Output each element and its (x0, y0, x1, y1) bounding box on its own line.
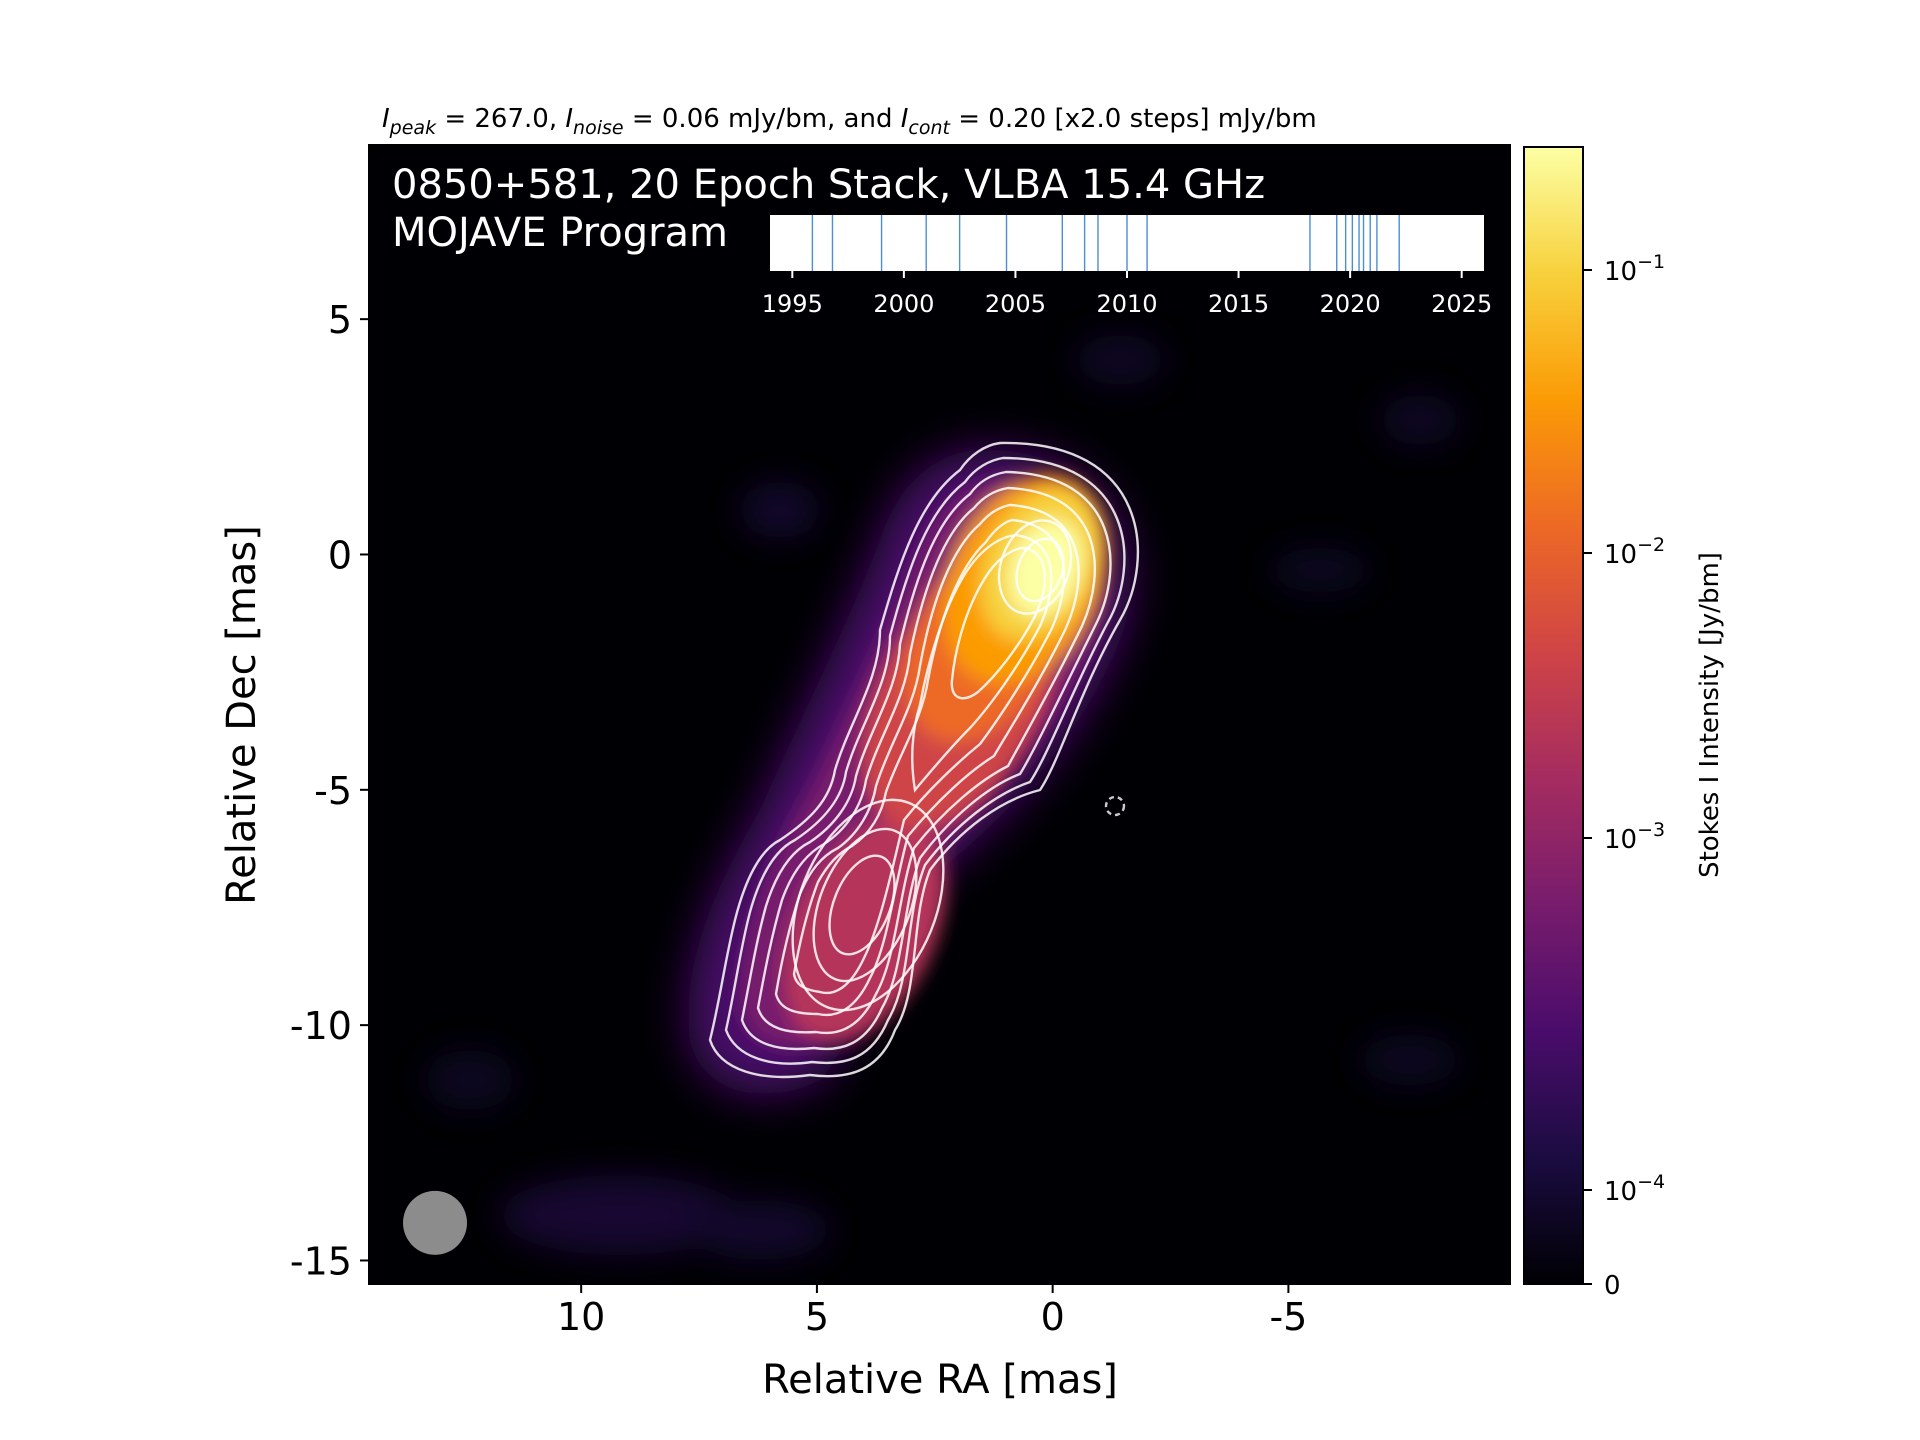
image-panel: 0850+581, 20 Epoch Stack, VLBA 15.4 GHz … (368, 144, 1511, 1285)
timeline-tick-label: 2005 (985, 290, 1046, 318)
y-axis: 5 0 -5 -10 -15 (290, 298, 369, 1283)
contour-level-6 (792, 518, 1066, 995)
contour-knot-3 (828, 854, 896, 956)
contour-level-5 (774, 503, 1080, 1017)
colorbar-tick-label: 10−1 (1604, 251, 1665, 287)
x-tick-label: -5 (1269, 1295, 1307, 1339)
timeline-tick-label: 2020 (1320, 290, 1381, 318)
contour-level-8 (950, 546, 1046, 700)
epoch-timeline: 1995 2000 2005 2010 2015 2020 2025 (762, 215, 1492, 318)
source-title: 0850+581, 20 Epoch Stack, VLBA 15.4 GHz (392, 162, 1265, 208)
colorbar-tick-label: 10−4 (1604, 1171, 1665, 1207)
beam-ellipse (403, 1190, 468, 1255)
contour-level-7 (911, 533, 1053, 793)
contour-level-10 (1015, 537, 1065, 603)
colorbar-gradient (1523, 146, 1584, 1285)
contours (708, 441, 1140, 1079)
x-axis-label: Relative RA [mas] (762, 1357, 1118, 1403)
x-tick-label: 10 (557, 1295, 605, 1339)
contour-knot-1 (791, 798, 945, 1012)
y-tick-label: 5 (328, 298, 352, 342)
image-frame (368, 144, 1511, 1285)
y-tick-label: 0 (328, 533, 352, 577)
stats-line: Ipeak = 267.0, Inoise = 0.06 mJy/bm, and… (382, 104, 1317, 139)
x-tick-label: 0 (1041, 1295, 1065, 1339)
timeline-tick-label: 2010 (1096, 290, 1157, 318)
timeline-tick-label: 2000 (873, 290, 934, 318)
y-axis-label: Relative Dec [mas] (219, 525, 265, 905)
timeline-tick-label: 2025 (1431, 290, 1492, 318)
y-tick-label: -5 (314, 769, 352, 813)
colorbar-tick-label: 10−2 (1604, 534, 1665, 570)
contour-level-1 (708, 441, 1140, 1079)
x-tick-label: 5 (805, 1295, 829, 1339)
contour-level-2 (724, 456, 1126, 1065)
contour-level-4 (756, 486, 1097, 1035)
negative-contour (1104, 795, 1126, 817)
contour-knot-2 (812, 827, 918, 983)
contour-level-3 (740, 470, 1112, 1051)
colorbar-label: Stokes I Intensity [Jy/bm] (1695, 552, 1725, 878)
timeline-tick-label: 2015 (1208, 290, 1269, 318)
program-label: MOJAVE Program (392, 210, 728, 256)
colorbar-tick-label: 10−3 (1604, 819, 1665, 855)
colorbar-tick-label: 0 (1604, 1271, 1621, 1301)
x-axis: 10 5 0 -5 (557, 1284, 1307, 1339)
contour-level-9 (997, 519, 1073, 615)
y-tick-label: -15 (290, 1239, 352, 1283)
colorbar: 10−1 10−2 10−3 10−4 0 Stokes I Intensity [Jy… (1523, 146, 1725, 1301)
y-tick-label: -10 (290, 1004, 352, 1048)
background-noise (425, 335, 1460, 1260)
timeline-tick-label: 1995 (762, 290, 823, 318)
